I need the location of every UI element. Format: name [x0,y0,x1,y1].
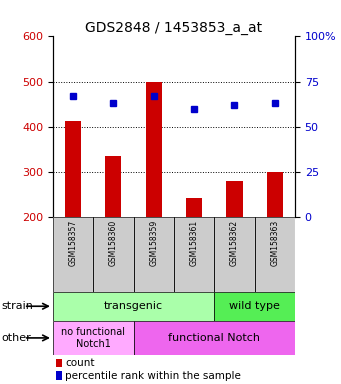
Text: percentile rank within the sample: percentile rank within the sample [65,371,241,381]
Bar [134,217,174,292]
Bar [65,121,81,217]
Text: no functional
Notch1: no functional Notch1 [61,327,125,349]
Bar [53,292,214,321]
Text: other: other [2,333,31,343]
Bar [56,371,61,380]
Bar [214,217,255,292]
Bar [56,359,61,367]
Text: transgenic: transgenic [104,301,163,311]
Bar [93,217,134,292]
Text: wild type: wild type [229,301,280,311]
Bar [186,197,202,217]
Text: GSM158357: GSM158357 [69,220,77,266]
Text: GSM158362: GSM158362 [230,220,239,266]
Text: GSM158360: GSM158360 [109,220,118,266]
Bar [255,217,295,292]
Bar [53,217,93,292]
Text: count: count [65,358,94,368]
Text: GSM158361: GSM158361 [190,220,198,266]
Text: functional Notch: functional Notch [168,333,260,343]
Text: GSM158363: GSM158363 [270,220,279,266]
Bar [267,172,283,217]
Bar [105,156,121,217]
Bar [174,217,214,292]
Text: GSM158359: GSM158359 [149,220,158,266]
Bar [134,321,295,355]
Bar [53,321,134,355]
Text: strain: strain [2,301,33,311]
Bar [226,181,242,217]
Bar [214,292,295,321]
Bar [146,82,162,217]
Title: GDS2848 / 1453853_a_at: GDS2848 / 1453853_a_at [85,22,263,35]
